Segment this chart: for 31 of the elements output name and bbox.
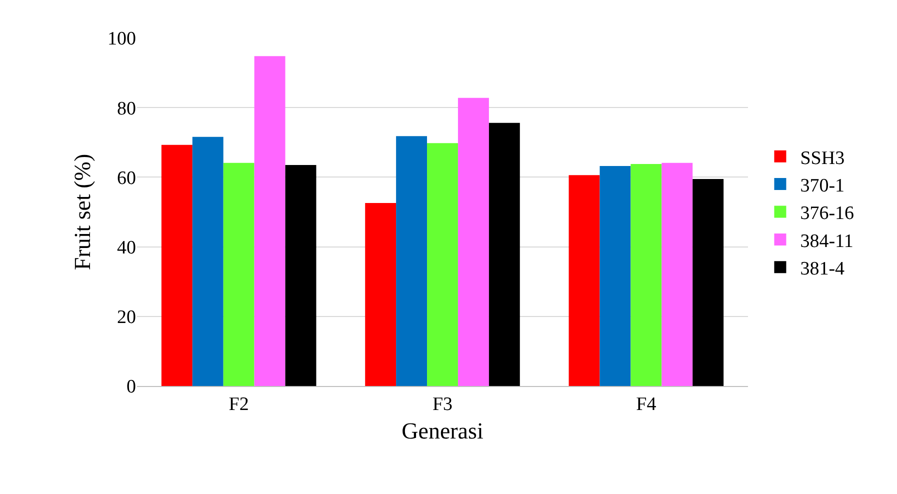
y-tick-label: 80 [117,98,136,120]
y-tick-label: 20 [117,307,136,328]
bar [458,98,489,386]
bar [692,178,724,386]
bar [192,136,224,386]
bar [488,122,520,386]
y-tick-label: 100 [108,28,136,50]
x-tick-label: F4 [636,394,657,415]
bar [223,162,254,386]
bar [662,162,693,386]
bar [568,175,600,386]
x-tick-label: F2 [228,394,249,415]
y-tick-label: 0 [126,376,136,398]
bar [600,166,631,386]
y-tick-label: 60 [117,168,136,189]
bar [365,202,396,386]
legend-label: 381-4 [800,258,846,280]
legend-label: SSH3 [800,148,845,169]
y-tick-label: 40 [117,237,136,258]
y-axis-title: Fruit set (%) [70,154,95,270]
bar [161,144,192,386]
bar [396,136,428,386]
bar [427,143,458,386]
x-axis-title: Generasi [402,418,484,444]
bar [630,164,662,386]
bar [285,165,316,386]
legend-label: 370-1 [800,175,845,196]
bar [254,56,286,386]
legend-label: 384-11 [800,230,854,252]
legend-label: 376-16 [800,203,854,224]
x-tick-label: F3 [432,394,453,415]
